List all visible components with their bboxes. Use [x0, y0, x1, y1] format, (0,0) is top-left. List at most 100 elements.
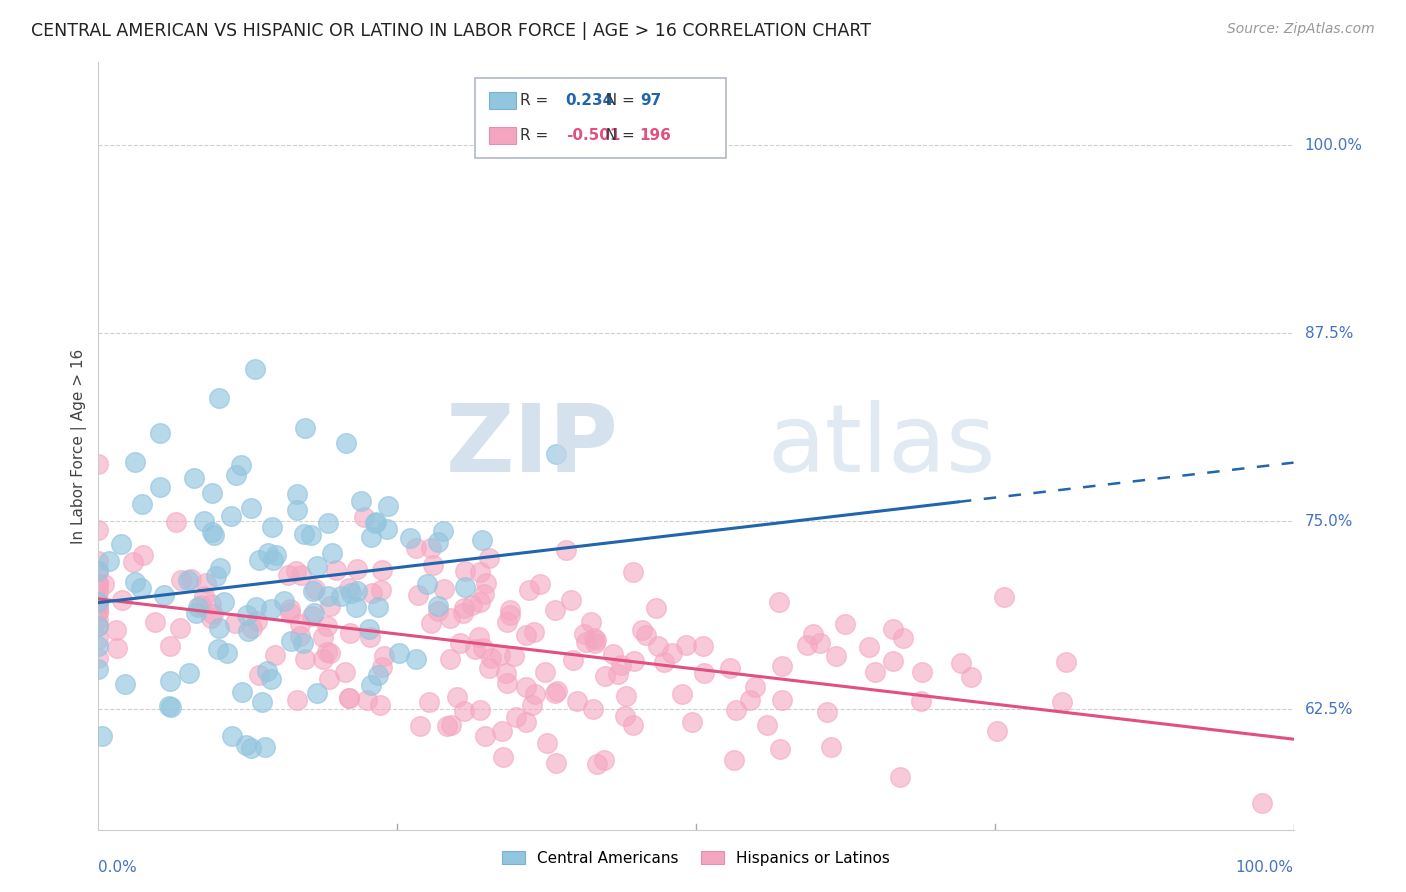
Point — [426, 535, 449, 549]
Point — [621, 718, 644, 732]
Point — [405, 652, 427, 666]
Point — [87, 639, 110, 653]
Point — [544, 686, 567, 700]
Point — [631, 624, 654, 638]
Point — [433, 582, 456, 596]
Point — [225, 468, 247, 483]
Point — [770, 693, 793, 707]
Point — [143, 615, 166, 629]
Point — [201, 524, 224, 539]
Point — [260, 602, 283, 616]
Point — [224, 615, 246, 630]
Point — [370, 582, 392, 597]
Point — [993, 591, 1015, 605]
Point — [87, 619, 110, 633]
Point — [87, 575, 110, 590]
Point — [245, 600, 267, 615]
Point — [221, 729, 243, 743]
Point — [170, 573, 193, 587]
Point — [256, 665, 278, 679]
Point — [529, 576, 551, 591]
Point — [121, 555, 143, 569]
Point — [359, 631, 381, 645]
Point — [105, 623, 128, 637]
Point — [582, 632, 605, 646]
Point — [337, 690, 360, 705]
Point — [294, 652, 316, 666]
Point — [489, 648, 512, 662]
Point — [287, 503, 309, 517]
Point — [305, 686, 328, 700]
Point — [478, 551, 501, 566]
Point — [280, 634, 302, 648]
Point — [207, 642, 229, 657]
Point — [364, 516, 387, 531]
Point — [634, 628, 657, 642]
Point — [470, 566, 492, 580]
Point — [367, 599, 389, 614]
Text: 62.5%: 62.5% — [1305, 702, 1353, 717]
Y-axis label: In Labor Force | Age > 16: In Labor Force | Age > 16 — [72, 349, 87, 543]
Point — [491, 724, 513, 739]
Point — [910, 694, 932, 708]
Text: R =: R = — [520, 93, 558, 108]
Point — [132, 548, 155, 562]
Point — [346, 562, 368, 576]
Point — [231, 685, 253, 699]
Point — [671, 687, 693, 701]
Point — [316, 516, 339, 530]
Point — [357, 622, 380, 636]
Point — [87, 523, 110, 537]
Point — [581, 615, 603, 629]
Point — [534, 665, 557, 679]
Point — [129, 581, 152, 595]
Point — [87, 662, 110, 676]
Point — [536, 736, 558, 750]
Point — [257, 546, 280, 560]
Point — [858, 640, 880, 654]
Point — [247, 667, 270, 681]
Point — [186, 606, 208, 620]
Point — [572, 626, 595, 640]
Point — [834, 616, 856, 631]
Point — [583, 636, 606, 650]
Point — [606, 667, 628, 681]
Point — [159, 674, 181, 689]
Point — [285, 487, 308, 501]
Point — [215, 646, 238, 660]
Point — [292, 526, 315, 541]
Point — [468, 631, 491, 645]
Point — [204, 569, 226, 583]
Point — [388, 646, 411, 660]
Point — [373, 649, 395, 664]
Text: 87.5%: 87.5% — [1305, 326, 1353, 341]
Point — [464, 642, 486, 657]
Point — [451, 606, 474, 620]
Point — [523, 625, 546, 640]
Point — [302, 583, 325, 598]
Point — [202, 607, 225, 621]
Point — [307, 558, 329, 573]
Point — [131, 498, 153, 512]
Point — [87, 582, 110, 596]
Point — [277, 568, 299, 582]
Point — [87, 577, 110, 591]
Text: 196: 196 — [640, 128, 672, 144]
Point — [889, 770, 911, 784]
Point — [593, 669, 616, 683]
Point — [321, 545, 343, 559]
Point — [499, 603, 522, 617]
Point — [124, 575, 146, 590]
Point — [209, 561, 232, 575]
Point — [87, 601, 110, 615]
Point — [333, 665, 356, 679]
Point — [405, 541, 427, 555]
Point — [621, 565, 644, 579]
Point — [339, 626, 361, 640]
Point — [93, 577, 115, 591]
FancyBboxPatch shape — [475, 78, 725, 158]
Text: 0.0%: 0.0% — [98, 860, 138, 875]
Point — [153, 588, 176, 602]
Point — [278, 607, 301, 621]
Point — [98, 553, 121, 567]
